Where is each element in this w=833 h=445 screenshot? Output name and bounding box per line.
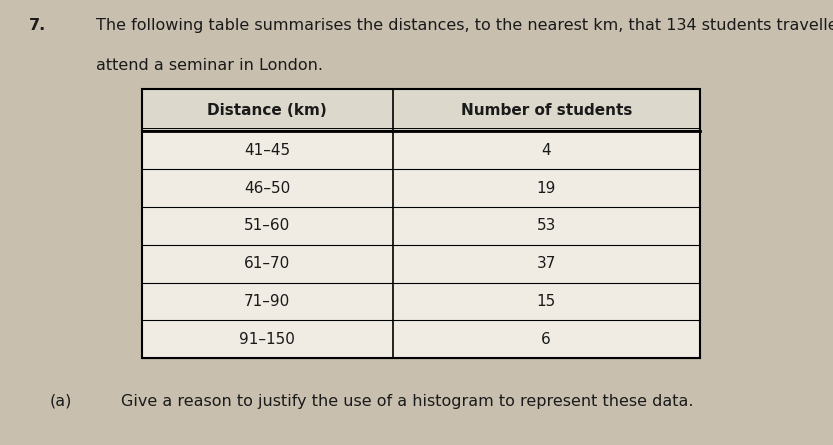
Text: 41–45: 41–45 — [244, 143, 290, 158]
Text: The following table summarises the distances, to the nearest km, that 134 studen: The following table summarises the dista… — [96, 18, 833, 33]
Text: 53: 53 — [536, 218, 556, 233]
Text: 4: 4 — [541, 143, 551, 158]
Text: 61–70: 61–70 — [244, 256, 291, 271]
Text: 7.: 7. — [29, 18, 47, 33]
Text: 51–60: 51–60 — [244, 218, 291, 233]
Text: 15: 15 — [536, 294, 556, 309]
Text: 91–150: 91–150 — [239, 332, 295, 347]
Text: (a): (a) — [50, 394, 72, 409]
Text: Give a reason to justify the use of a histogram to represent these data.: Give a reason to justify the use of a hi… — [121, 394, 693, 409]
Text: 6: 6 — [541, 332, 551, 347]
Text: 37: 37 — [536, 256, 556, 271]
Text: attend a seminar in London.: attend a seminar in London. — [96, 58, 323, 73]
Text: 71–90: 71–90 — [244, 294, 291, 309]
Text: Number of students: Number of students — [461, 103, 632, 117]
Text: 46–50: 46–50 — [244, 181, 291, 195]
Text: Distance (km): Distance (km) — [207, 103, 327, 117]
Text: 19: 19 — [536, 181, 556, 195]
Bar — [142, 89, 700, 131]
